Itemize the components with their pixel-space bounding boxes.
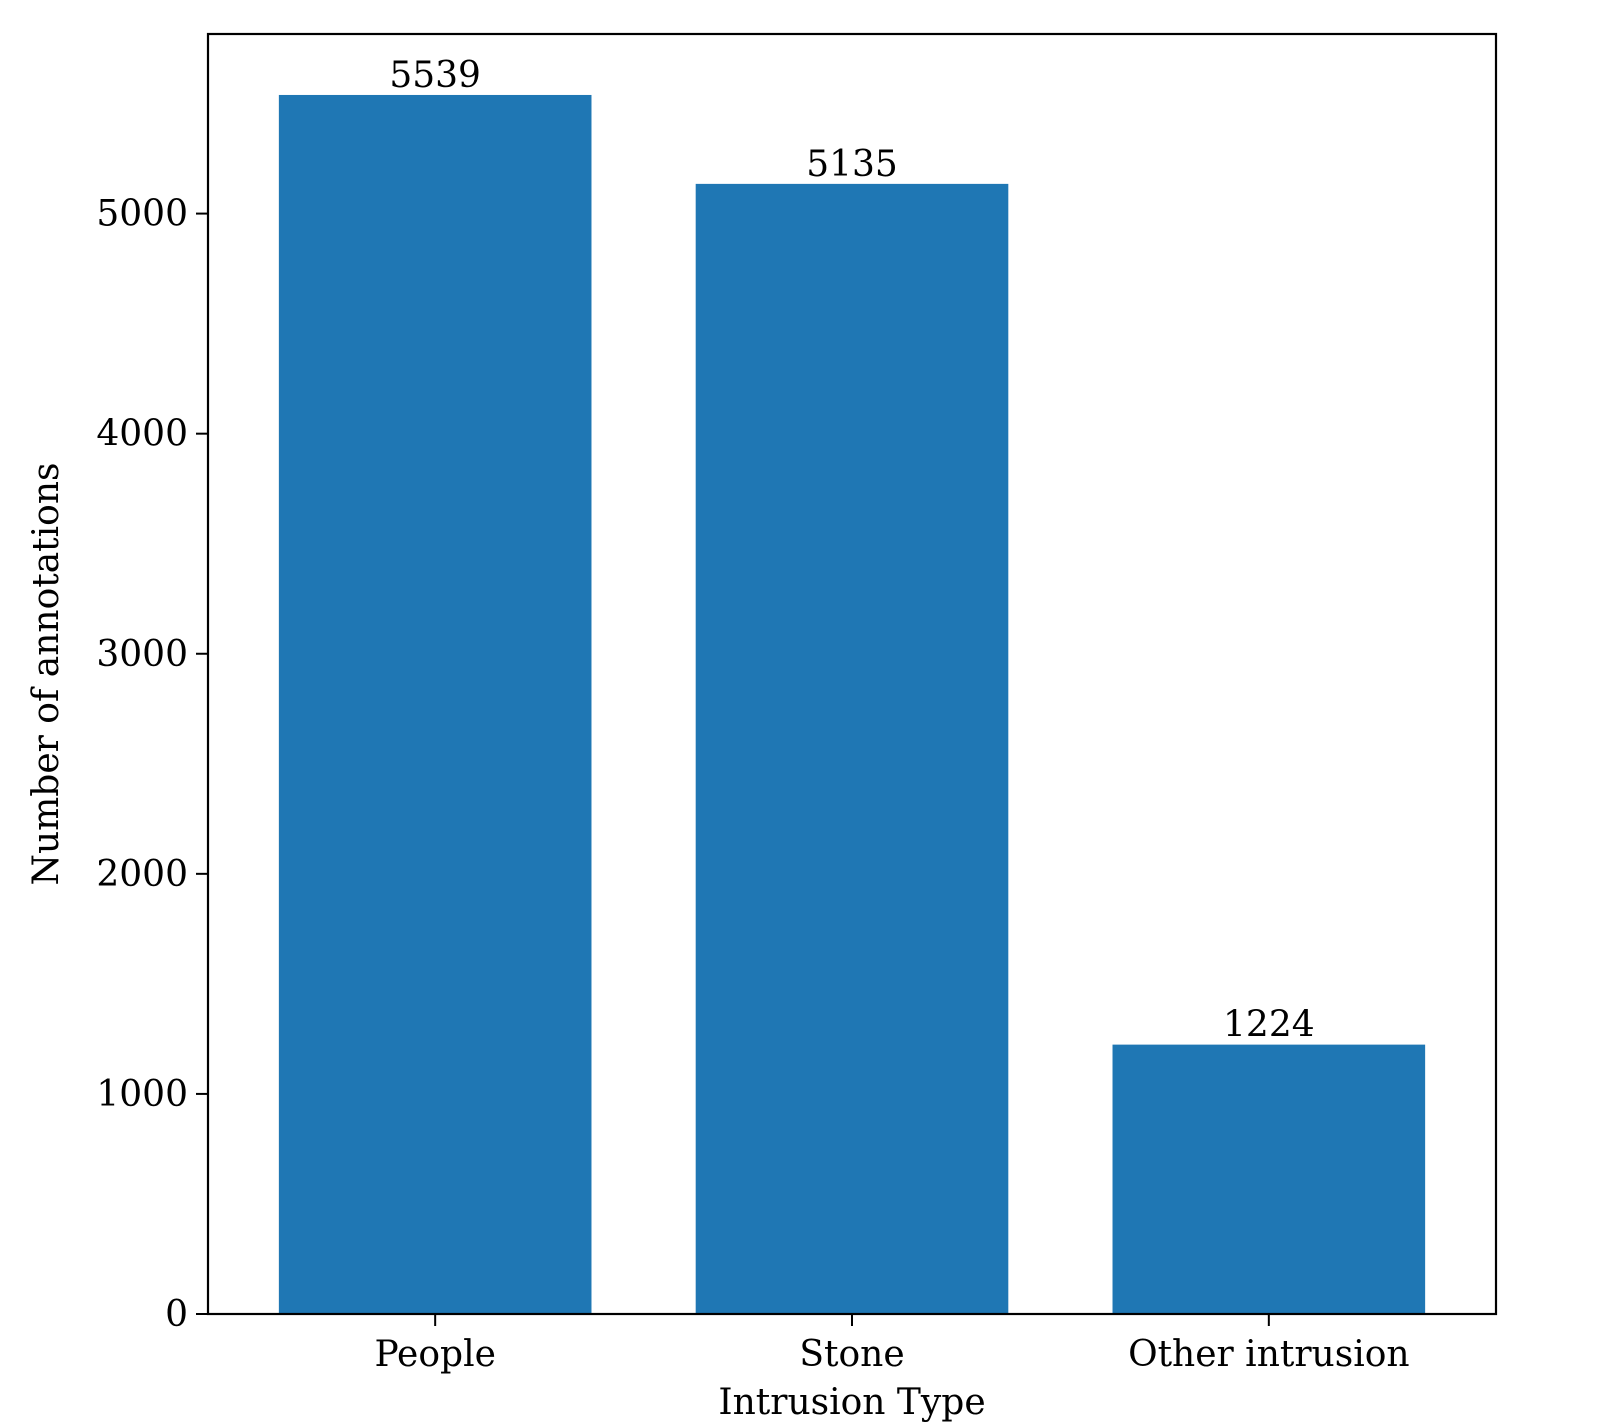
y-tick-label: 5000: [96, 194, 188, 235]
bar-stone: [695, 183, 1009, 1314]
bar-other-intrusion: [1112, 1044, 1426, 1314]
data-label: 1224: [1223, 1005, 1315, 1046]
y-tick-label: 3000: [96, 634, 188, 675]
x-tick-label: Stone: [799, 1334, 904, 1375]
y-tick-label: 4000: [96, 414, 188, 455]
bar-people: [278, 94, 592, 1314]
x-axis: People Stone Other intrusion: [374, 1314, 1410, 1375]
data-label: 5135: [806, 144, 898, 185]
bars: [278, 94, 1426, 1314]
y-tick-label: 0: [165, 1294, 188, 1335]
y-tick-label: 2000: [96, 854, 188, 895]
y-tick-label: 1000: [96, 1074, 188, 1115]
data-label: 5539: [389, 55, 481, 96]
y-axis-label: Number of annotations: [26, 462, 67, 885]
x-tick-label: Other intrusion: [1128, 1334, 1410, 1375]
data-labels: 5539 5135 1224: [389, 55, 1314, 1046]
x-tick-label: People: [374, 1334, 495, 1375]
y-axis: 0 1000 2000 3000 4000 5000: [96, 194, 208, 1335]
x-axis-label: Intrusion Type: [718, 1382, 985, 1423]
